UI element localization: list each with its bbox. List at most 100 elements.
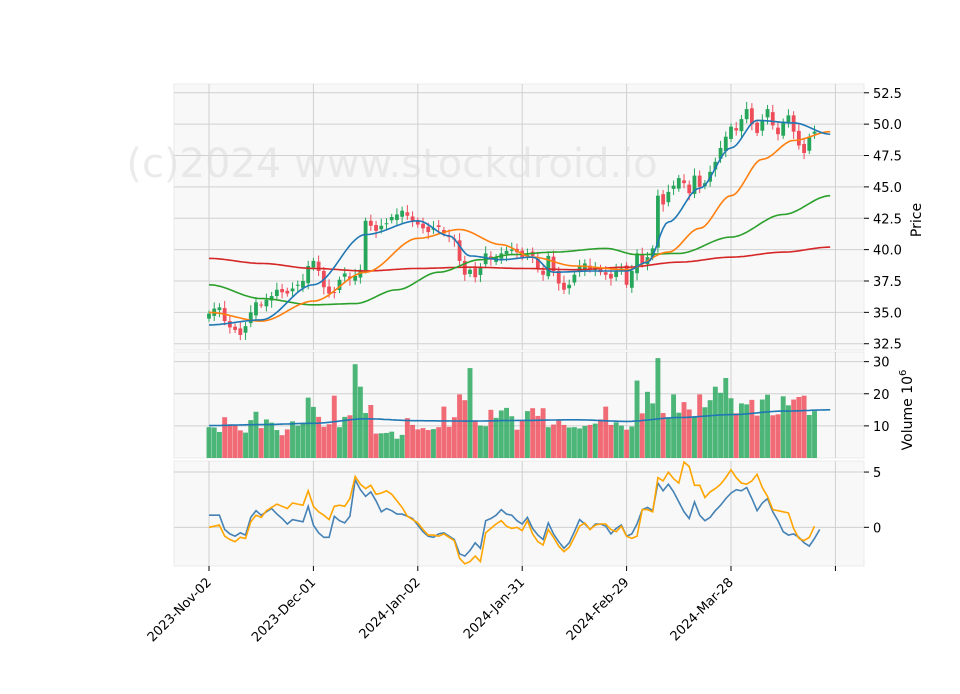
volume-bar [712,386,718,458]
x-tick-label-1: 2023-Dec-01 [249,575,319,645]
volume-bar [796,396,802,458]
candle-body [562,282,566,290]
candle-body [598,267,603,273]
oscillator-line-a [209,477,821,558]
candle-body [238,328,243,335]
candle-body [765,109,770,118]
candle-body [426,226,431,233]
volume-bar [290,421,295,458]
candle-body [274,289,279,297]
candle-body [723,136,728,152]
volume-bar [650,403,656,458]
candle-body [368,220,373,226]
candle-body [697,175,702,187]
volume-bar [770,415,776,458]
volume-bar [472,420,478,458]
price-panel [173,83,865,351]
candle-body [243,326,248,333]
volume-bar [337,427,342,458]
volume-bar [613,422,619,458]
candle-body [749,108,754,125]
candle-body [415,220,420,225]
price-axis-label: Price [909,203,925,237]
volume-bar [269,422,275,458]
volume-bar [561,424,567,458]
volume-bar [618,425,624,458]
price-tick-label-8: 52.5 [873,87,902,102]
candle-body [676,178,681,189]
volume-bar [582,425,588,458]
volume-bar [671,394,677,458]
candle-body [692,175,697,194]
price-tick-label-3: 40.0 [873,244,902,259]
volume-bar [342,416,348,458]
volume-bar [738,403,744,458]
volume-bar [237,430,243,458]
volume-bar [420,428,426,458]
x-tick-label-3: 2024-Jan-31 [461,575,528,642]
volume-bar [373,433,379,458]
volume-tick-label-1: 20 [873,388,890,403]
volume-bar [665,418,671,458]
volume-bar [274,430,280,458]
volume-bar [425,430,431,458]
ma-slow-line [208,194,831,306]
candle-body [353,275,358,281]
volume-bar [775,414,781,458]
volume-bar [718,392,724,458]
candle-body [363,220,368,271]
candle-body [640,254,645,264]
volume-bar [300,422,306,458]
ma-mid-line [209,130,831,322]
candle-body [812,131,817,134]
candle-body [374,225,378,231]
candle-body [770,112,775,126]
candle-body [807,136,812,151]
candle-body [457,240,462,261]
candle-body [327,286,331,294]
volume-ma-line [209,409,831,427]
price-tick-label-4: 42.5 [873,212,902,227]
volume-tick-label-2: 30 [873,356,890,371]
volume-bar [493,417,499,458]
candle-body [556,270,561,284]
candle-body [478,267,483,275]
candle-body [410,216,415,221]
x-tick-label-2: 2024-Jan-02 [357,575,424,642]
price-tick-label-0: 32.5 [873,338,902,353]
volume-bar [806,414,812,458]
price-tick-label-5: 45.0 [873,181,902,196]
candle-body [217,307,222,311]
volume-bar [258,428,264,458]
volume-bar [603,406,609,458]
volume-bar [295,425,301,458]
volume-bar [347,415,353,458]
volume-bar [645,391,650,458]
volume-bar [692,417,697,458]
volume-bar [467,368,473,458]
candle-body [624,265,629,285]
candle-body [734,128,739,131]
volume-bar [394,438,400,458]
candle-body [671,185,676,189]
volume-bar [697,394,703,458]
volume-bar [284,429,290,458]
volume-bar [253,411,259,458]
volume-bar [780,396,786,458]
volume-bar [389,431,395,458]
candle-body [227,321,232,328]
candle-body [546,255,551,277]
volume-bar [514,429,520,458]
volume-bar [744,404,750,458]
candle-body [541,270,545,275]
volume-bar [702,407,708,458]
candle-body [567,284,572,289]
volume-bar [498,410,504,458]
price-tick-label-1: 35.0 [873,306,902,321]
volume-bar [243,432,248,458]
candle-body [473,268,478,278]
volume-bar [352,364,358,458]
volume-bar [404,418,410,458]
volume-bar [535,415,541,458]
